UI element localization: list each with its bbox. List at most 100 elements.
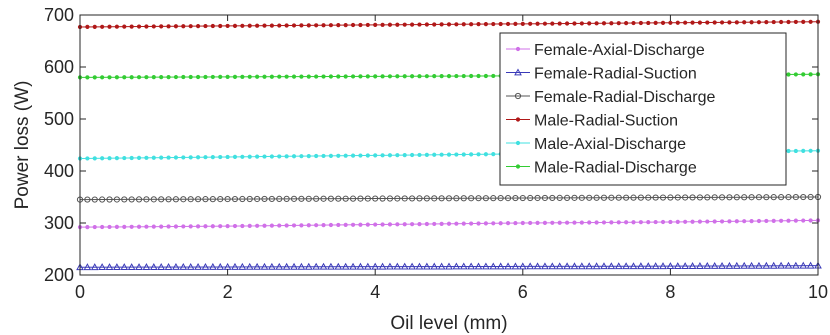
data-point xyxy=(151,24,156,29)
data-point xyxy=(210,23,215,29)
data-point xyxy=(164,263,173,270)
data-point xyxy=(410,74,415,79)
data-point xyxy=(343,22,348,28)
data-point xyxy=(262,23,267,28)
data-point xyxy=(393,262,402,270)
data-point xyxy=(269,223,274,228)
data-point xyxy=(556,194,563,202)
data-point xyxy=(379,195,386,202)
data-point xyxy=(607,262,616,270)
data-point xyxy=(159,24,164,29)
data-point xyxy=(151,224,156,229)
data-point xyxy=(144,155,149,160)
data-point xyxy=(210,155,215,160)
data-point xyxy=(712,219,717,224)
data-point xyxy=(166,24,171,29)
data-point xyxy=(513,21,518,26)
axis-ticks: 0 2 4 6 8 10 200 300 400 500 600 700 xyxy=(44,5,828,302)
data-point xyxy=(409,195,416,202)
data-point xyxy=(144,24,149,29)
data-point xyxy=(298,195,305,202)
data-point xyxy=(461,152,466,157)
data-point xyxy=(712,20,717,25)
data-point xyxy=(527,194,534,202)
data-point xyxy=(218,23,223,29)
data-point xyxy=(638,220,643,225)
data-point xyxy=(306,223,311,228)
data-point xyxy=(387,74,393,79)
data-point xyxy=(446,22,452,27)
data-point xyxy=(461,22,466,27)
data-point xyxy=(742,219,747,224)
data-point xyxy=(563,194,571,201)
data-point xyxy=(380,153,385,158)
data-point xyxy=(542,21,548,26)
data-point xyxy=(801,218,806,223)
data-point xyxy=(505,221,511,226)
data-point xyxy=(149,263,158,270)
data-point xyxy=(696,262,704,269)
data-point xyxy=(445,195,453,202)
data-point xyxy=(181,155,186,160)
data-point xyxy=(755,194,763,201)
data-point xyxy=(203,74,208,80)
data-point xyxy=(143,196,150,203)
data-point xyxy=(253,262,261,270)
data-point xyxy=(801,19,806,24)
data-point xyxy=(401,195,408,202)
data-point xyxy=(579,220,584,225)
data-point xyxy=(194,196,202,203)
data-point xyxy=(92,156,97,161)
data-point xyxy=(771,19,776,25)
data-point xyxy=(681,262,690,270)
data-point xyxy=(578,194,585,201)
data-point xyxy=(246,195,253,203)
data-point xyxy=(395,22,400,27)
data-point xyxy=(550,21,555,26)
data-point xyxy=(674,194,681,201)
data-point xyxy=(224,195,231,203)
series-female-radial-suction xyxy=(76,261,822,271)
data-point xyxy=(181,24,186,29)
data-point xyxy=(173,155,179,160)
data-point xyxy=(378,262,387,270)
data-point xyxy=(128,196,135,203)
data-point xyxy=(410,222,415,227)
data-point xyxy=(461,73,466,79)
x-tick-label: 2 xyxy=(223,282,233,302)
data-point xyxy=(784,261,793,269)
data-point xyxy=(343,74,348,79)
data-point xyxy=(158,196,165,203)
data-point xyxy=(415,262,424,270)
data-point xyxy=(363,262,372,270)
data-point xyxy=(564,220,570,225)
data-point xyxy=(764,20,769,25)
data-point xyxy=(792,193,799,201)
data-point xyxy=(718,261,726,269)
data-point xyxy=(727,219,732,224)
data-point xyxy=(585,262,594,270)
data-point xyxy=(195,74,201,80)
data-point xyxy=(284,223,289,228)
legend-marker xyxy=(515,117,521,122)
data-point xyxy=(762,261,771,269)
data-point xyxy=(439,152,444,157)
data-point xyxy=(688,262,697,269)
data-point xyxy=(541,194,549,202)
data-point xyxy=(476,221,481,226)
data-point xyxy=(608,194,615,201)
data-point xyxy=(276,195,283,202)
data-point xyxy=(504,194,512,202)
data-point xyxy=(756,218,762,224)
series-female-axial-discharge xyxy=(77,218,821,230)
data-point xyxy=(417,221,422,227)
data-point xyxy=(609,220,614,225)
data-point xyxy=(136,24,142,29)
data-point xyxy=(601,21,607,26)
data-point xyxy=(372,195,379,202)
data-point xyxy=(786,72,791,77)
data-point xyxy=(800,193,807,201)
data-point xyxy=(483,221,489,226)
data-point xyxy=(327,262,335,270)
data-point xyxy=(364,195,371,202)
